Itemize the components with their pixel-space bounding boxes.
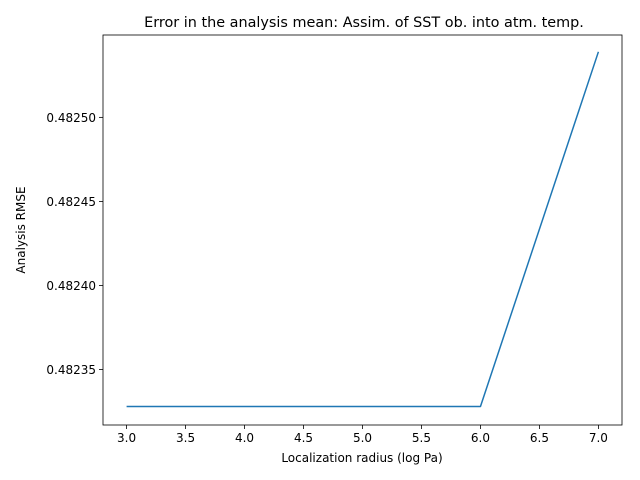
x-tick-label: 3.0 [117,431,136,445]
x-tick-label: 5.0 [353,431,372,445]
axes-frame [102,34,623,426]
x-tick-label: 3.5 [176,431,195,445]
y-tick-label: 0.48250 [46,111,96,125]
x-tick-label: 7.0 [589,431,608,445]
x-tick-label: 5.5 [412,431,431,445]
y-tick-label: 0.48235 [46,363,96,377]
series-line-0 [126,51,600,408]
chart-title: Error in the analysis mean: Assim. of SS… [144,15,584,31]
x-tick-label: 6.5 [530,431,549,445]
y-axis-label: Analysis RMSE [14,186,28,273]
x-axis-ticks: 3.0 3.5 4.0 4.5 5.0 5.5 6.0 6.5 7.0 [117,425,608,445]
y-tick-label: 0.48245 [46,195,96,209]
x-tick-label: 4.0 [235,431,254,445]
x-tick-label: 6.0 [471,431,490,445]
x-tick-label: 4.5 [294,431,313,445]
x-axis-label: Localization radius (log Pa) [281,451,442,465]
y-axis-ticks: 0.48235 0.48240 0.48245 0.48250 [46,111,103,377]
data-series [126,51,600,408]
y-tick-label: 0.48240 [46,279,96,293]
